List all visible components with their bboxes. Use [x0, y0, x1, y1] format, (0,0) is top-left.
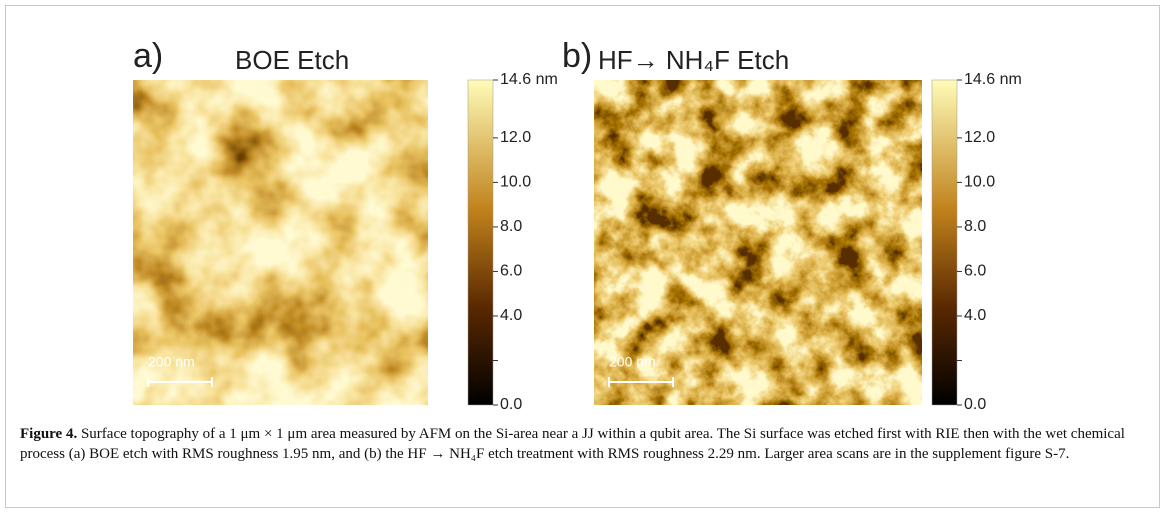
panel-label: a)	[133, 37, 163, 75]
scale-bar-label: 200 nm	[148, 354, 195, 370]
colorbar-tick-label: 14.6 nm	[964, 71, 1022, 88]
caption: Figure 4. Surface topography of a 1 μm ×…	[20, 424, 1145, 464]
colorbar-tick-label: 6.0	[500, 263, 522, 280]
colorbar-tick-label: 0.0	[964, 396, 986, 413]
colorbar-tick-label: 4.0	[964, 307, 986, 324]
colorbar-tick-label: 8.0	[964, 218, 986, 235]
colorbar	[932, 80, 957, 405]
colorbar-tick-label: 10.0	[964, 174, 995, 191]
scale-bar-label: 200 nm	[609, 354, 656, 370]
colorbar-tick-label: 6.0	[964, 263, 986, 280]
panel-title: BOE Etch	[235, 45, 349, 75]
colorbar-tick-label: 12.0	[500, 129, 531, 146]
panel-label: b)	[562, 37, 592, 75]
panel-title: HF→ NH₄F Etch	[598, 45, 789, 75]
colorbar-tick-label: 12.0	[964, 129, 995, 146]
colorbar-tick-label: 14.6 nm	[500, 71, 558, 88]
caption-label: Figure 4.	[20, 426, 77, 442]
figure: a) BOE Etch 200 nm 14.6 nm 12.0 10.0 8.0 6.0 4.0…	[0, 0, 1168, 420]
colorbar-tick-label: 0.0	[500, 396, 522, 413]
colorbar-tick-label: 4.0	[500, 307, 522, 324]
page: a) BOE Etch 200 nm 14.6 nm 12.0 10.0 8.0 6.0 4.0…	[0, 0, 1168, 517]
colorbar	[468, 80, 493, 405]
caption-text: Surface topography of a 1 μm × 1 μm area…	[20, 426, 1125, 462]
colorbar-tick-label: 10.0	[500, 174, 531, 191]
colorbar-tick-label: 8.0	[500, 218, 522, 235]
